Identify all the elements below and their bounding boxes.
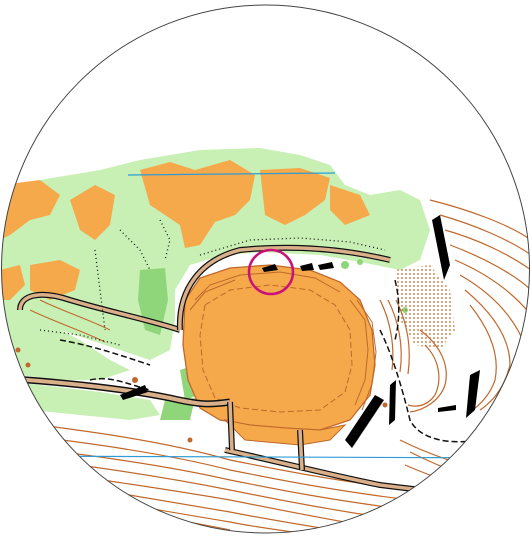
vegetation-boundaries <box>39 219 386 346</box>
map-viewport-circle <box>1 4 530 534</box>
control-circle[interactable] <box>247 248 295 296</box>
magnetic-north-lines <box>1 172 530 459</box>
open-land <box>1 160 370 300</box>
large-open-area <box>182 264 376 446</box>
rock-cliffs <box>120 215 480 448</box>
contours-quarry <box>29 271 377 411</box>
stipple-rough <box>395 265 455 350</box>
boulders <box>15 347 388 443</box>
